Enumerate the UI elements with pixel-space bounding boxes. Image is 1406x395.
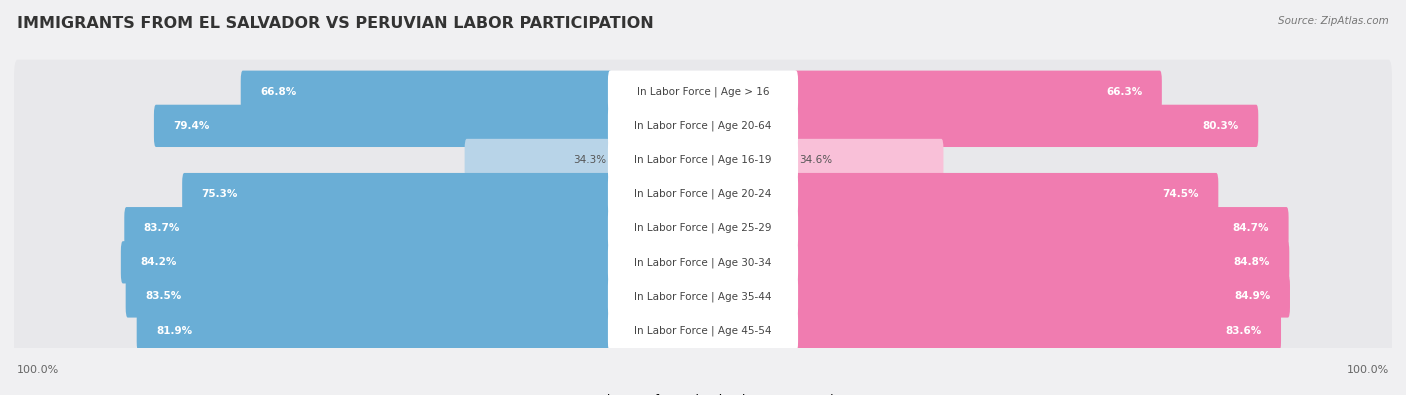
FancyBboxPatch shape [153,105,612,147]
Text: 66.8%: 66.8% [260,87,297,97]
Text: 83.6%: 83.6% [1226,325,1261,335]
Text: 100.0%: 100.0% [17,365,59,375]
FancyBboxPatch shape [14,128,1392,192]
FancyBboxPatch shape [607,207,799,249]
Text: 83.7%: 83.7% [143,223,180,233]
Text: In Labor Force | Age > 16: In Labor Force | Age > 16 [637,87,769,97]
FancyBboxPatch shape [794,105,1258,147]
FancyBboxPatch shape [607,241,799,284]
FancyBboxPatch shape [183,173,612,215]
FancyBboxPatch shape [136,309,612,352]
Text: 34.3%: 34.3% [574,155,606,165]
Text: 80.3%: 80.3% [1202,121,1239,131]
Text: In Labor Force | Age 45-54: In Labor Force | Age 45-54 [634,325,772,336]
FancyBboxPatch shape [240,71,612,113]
Text: Source: ZipAtlas.com: Source: ZipAtlas.com [1278,16,1389,26]
Text: 81.9%: 81.9% [156,325,193,335]
Text: IMMIGRANTS FROM EL SALVADOR VS PERUVIAN LABOR PARTICIPATION: IMMIGRANTS FROM EL SALVADOR VS PERUVIAN … [17,16,654,31]
Text: In Labor Force | Age 30-34: In Labor Force | Age 30-34 [634,257,772,267]
FancyBboxPatch shape [124,207,612,249]
Text: 84.7%: 84.7% [1233,223,1270,233]
FancyBboxPatch shape [794,139,943,181]
Text: In Labor Force | Age 20-64: In Labor Force | Age 20-64 [634,120,772,131]
Text: In Labor Force | Age 16-19: In Labor Force | Age 16-19 [634,155,772,165]
FancyBboxPatch shape [14,196,1392,260]
FancyBboxPatch shape [14,299,1392,363]
Text: In Labor Force | Age 35-44: In Labor Force | Age 35-44 [634,291,772,302]
Legend: Immigrants from El Salvador, Peruvian: Immigrants from El Salvador, Peruvian [557,394,849,395]
FancyBboxPatch shape [14,162,1392,226]
Text: 34.6%: 34.6% [800,155,832,165]
FancyBboxPatch shape [794,241,1289,284]
Text: 75.3%: 75.3% [201,189,238,199]
Text: In Labor Force | Age 25-29: In Labor Force | Age 25-29 [634,223,772,233]
Text: In Labor Force | Age 20-24: In Labor Force | Age 20-24 [634,189,772,199]
Text: 79.4%: 79.4% [173,121,209,131]
FancyBboxPatch shape [607,139,799,181]
FancyBboxPatch shape [607,105,799,147]
Text: 100.0%: 100.0% [1347,365,1389,375]
FancyBboxPatch shape [607,309,799,352]
FancyBboxPatch shape [125,275,612,318]
FancyBboxPatch shape [794,71,1161,113]
FancyBboxPatch shape [14,230,1392,294]
FancyBboxPatch shape [14,264,1392,329]
Text: 84.2%: 84.2% [141,257,177,267]
FancyBboxPatch shape [794,207,1289,249]
FancyBboxPatch shape [794,275,1289,318]
FancyBboxPatch shape [14,94,1392,158]
FancyBboxPatch shape [607,173,799,215]
FancyBboxPatch shape [607,275,799,318]
FancyBboxPatch shape [464,139,612,181]
FancyBboxPatch shape [14,60,1392,124]
Text: 74.5%: 74.5% [1163,189,1199,199]
Text: 84.9%: 84.9% [1234,292,1271,301]
Text: 84.8%: 84.8% [1233,257,1270,267]
FancyBboxPatch shape [121,241,612,284]
FancyBboxPatch shape [607,71,799,113]
FancyBboxPatch shape [794,173,1219,215]
FancyBboxPatch shape [794,309,1281,352]
Text: 66.3%: 66.3% [1107,87,1143,97]
Text: 83.5%: 83.5% [145,292,181,301]
